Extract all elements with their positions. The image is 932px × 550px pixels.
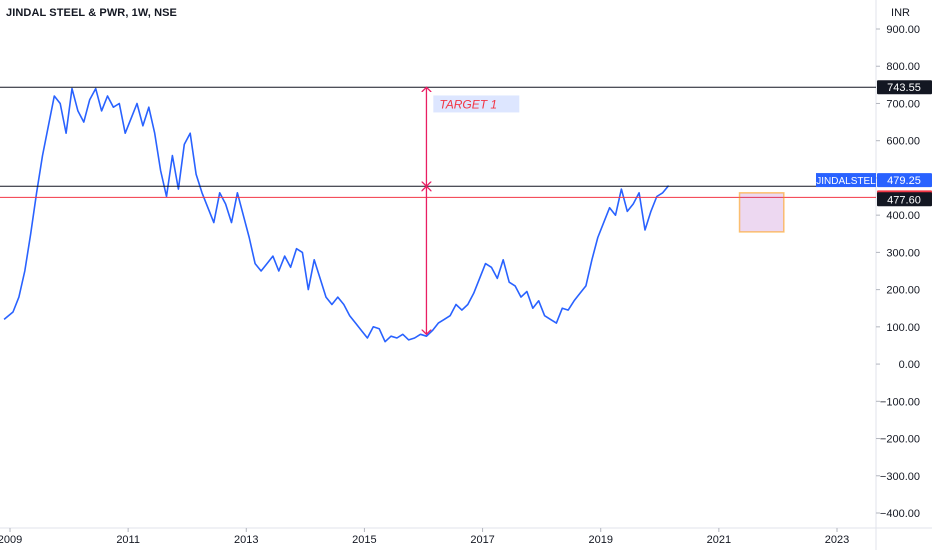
badge-last-bg[interactable]	[877, 173, 932, 188]
x-tick-label: 2015	[352, 534, 376, 546]
y-tick-label: 800.00	[886, 61, 920, 73]
y-tick-label: −400.00	[880, 508, 920, 520]
overlays: TARGET 1 JINDALSTEL	[0, 87, 876, 334]
y-tick-label: 200.00	[886, 285, 920, 297]
plot-area[interactable]	[3, 87, 670, 343]
x-tick-label: 2021	[707, 534, 731, 546]
y-tick-label: 700.00	[886, 98, 920, 110]
range-box[interactable]	[738, 192, 785, 233]
y-tick-label: 600.00	[886, 136, 920, 148]
target-label-bg[interactable]	[433, 95, 520, 113]
target-label[interactable]: TARGET 1	[439, 97, 497, 111]
series-name-label[interactable]: JINDALSTEL	[816, 176, 876, 187]
x-tick-label: 2009	[0, 534, 22, 546]
y-tick-label: 300.00	[886, 247, 920, 259]
y-tick-label: −100.00	[880, 396, 920, 408]
y-tick-label: 400.00	[886, 210, 920, 222]
x-tick-label: 2013	[234, 534, 258, 546]
series-name-bg[interactable]	[816, 173, 876, 188]
x-tick-label: 2019	[588, 534, 612, 546]
x-tick-label: 2017	[470, 534, 494, 546]
chart-title: JINDAL STEEL & PWR, 1W, NSE	[6, 7, 177, 19]
time-axis[interactable]: 2009 2011 2013 2015 2017 2019 2021 2023	[0, 527, 932, 546]
y-tick-label: 100.00	[886, 322, 920, 334]
price-axis[interactable]: 900.00800.00700.00600.00500.00400.00300.…	[875, 0, 932, 550]
currency-label[interactable]: INR	[891, 7, 910, 19]
badge-477-bg[interactable]	[877, 192, 932, 207]
badge-last[interactable]: 479.25	[887, 175, 921, 187]
badge-743-bg[interactable]	[877, 80, 932, 95]
price-series-line[interactable]	[3, 87, 670, 343]
y-tick-label: 900.00	[886, 24, 920, 36]
x-tick-label: 2023	[825, 534, 849, 546]
x-tick-label: 2011	[116, 534, 140, 546]
y-tick-label: −200.00	[880, 434, 920, 446]
badge-477[interactable]: 477.60	[887, 194, 921, 206]
y-tick-label: −300.00	[880, 471, 920, 483]
y-tick-label: 0.00	[899, 359, 920, 371]
badge-743[interactable]: 743.55	[887, 82, 921, 94]
